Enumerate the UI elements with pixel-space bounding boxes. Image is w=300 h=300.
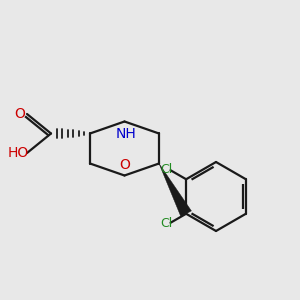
Text: Cl: Cl [160, 163, 173, 176]
Text: HO: HO [8, 146, 29, 160]
Text: NH: NH [116, 127, 136, 141]
Text: Cl: Cl [160, 217, 173, 230]
Text: O: O [119, 158, 130, 172]
Text: O: O [14, 107, 25, 121]
Polygon shape [159, 164, 191, 217]
